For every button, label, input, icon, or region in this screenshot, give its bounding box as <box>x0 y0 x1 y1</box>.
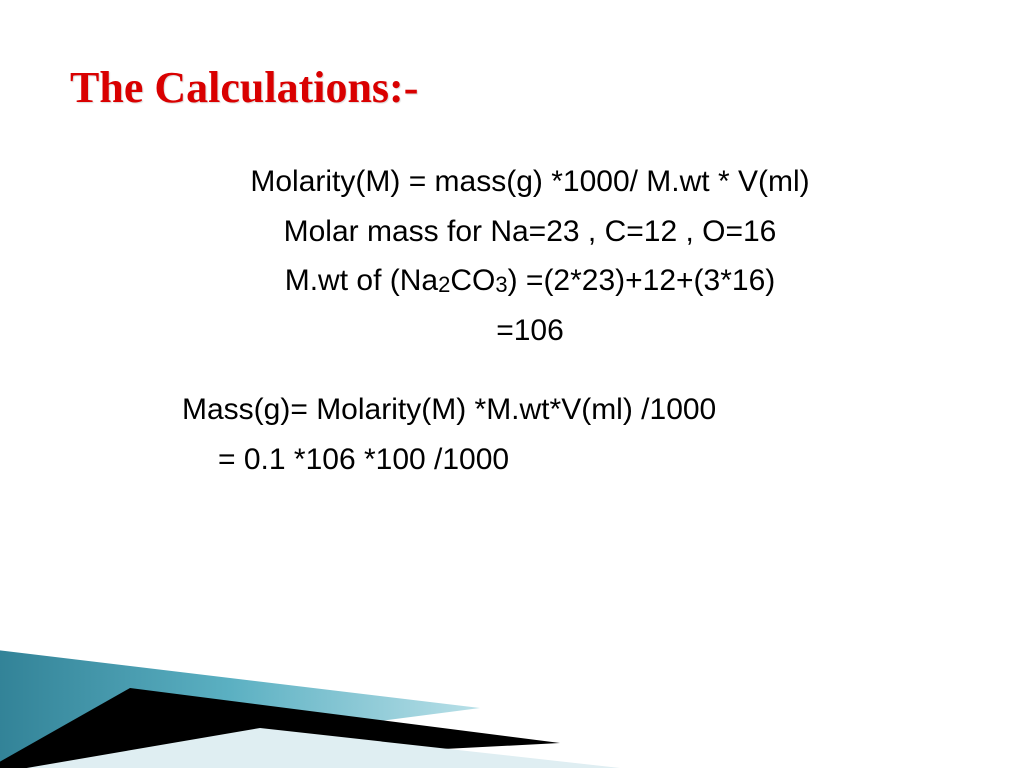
molar-mass-constants: Molar mass for Na=23 , C=12 , O=16 <box>170 210 890 254</box>
text: CO <box>450 264 495 297</box>
mass-substitution: = 0.1 *106 *100 /1000 <box>170 438 890 482</box>
slide: The Calculations:- Molarity(M) = mass(g)… <box>0 0 1024 768</box>
mwt-result: =106 <box>170 309 890 353</box>
corner-accent-icon <box>0 588 1024 768</box>
subscript-2: 2 <box>438 272 450 297</box>
text: M.wt of (Na <box>285 264 438 297</box>
slide-title: The Calculations:- <box>70 62 418 113</box>
mwt-na2co3: M.wt of (Na2CO3) =(2*23)+12+(3*16) <box>170 259 890 303</box>
mass-formula: Mass(g)= Molarity(M) *M.wt*V(ml) /1000 <box>170 388 890 432</box>
text: ) =(2*23)+12+(3*16) <box>508 264 776 297</box>
formula-molarity: Molarity(M) = mass(g) *1000/ M.wt * V(ml… <box>170 160 890 204</box>
spacer <box>170 358 890 388</box>
subscript-3: 3 <box>495 272 507 297</box>
slide-body: Molarity(M) = mass(g) *1000/ M.wt * V(ml… <box>170 160 890 487</box>
